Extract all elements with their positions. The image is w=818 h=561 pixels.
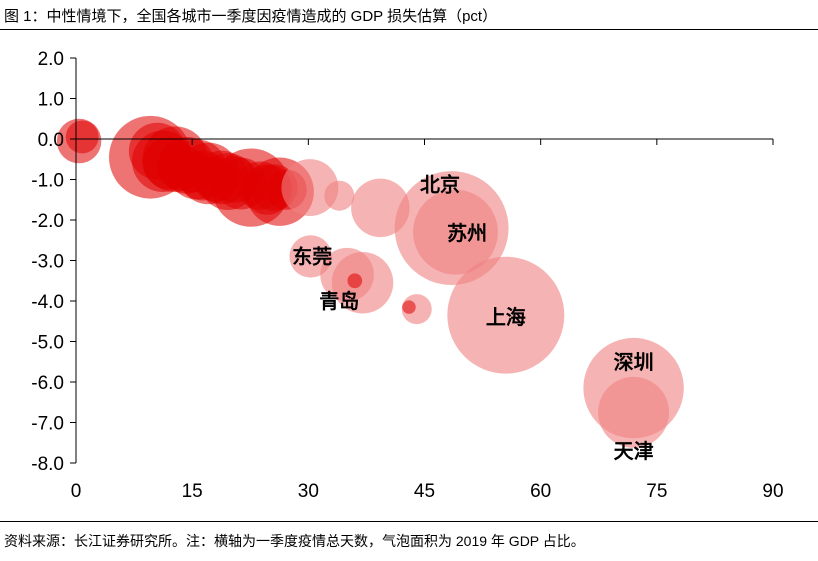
bubble [281, 159, 339, 217]
bubble [413, 189, 498, 275]
city-label: 东莞 [292, 244, 332, 268]
y-tick-label: -4.0 [31, 292, 64, 313]
bubble [324, 180, 355, 211]
city-label: 苏州 [447, 221, 487, 245]
bubble-chart: 2.0 1.0 0.0 -1.0 -2.0 -3.0 -4.0 -5.0 -6.0 -7.0 -8.… [31, 49, 783, 502]
y-tick-label: -6.0 [31, 373, 64, 394]
city-label: 北京 [420, 172, 460, 196]
y-tick-label: 1.0 [38, 90, 64, 111]
x-tick-label: 60 [530, 481, 551, 502]
y-tick-label: 2.0 [38, 49, 64, 70]
y-tick-label: -2.0 [31, 211, 64, 232]
chart-source-note: 资料来源：长江证券研究所。注：横轴为一季度疫情总天数，气泡面积为 2019 年 … [4, 533, 585, 549]
axes-layer: 2.0 1.0 0.0 -1.0 -2.0 -3.0 -4.0 -5.0 -6.0 -7.0 -8.… [31, 49, 783, 502]
bubble [289, 235, 332, 278]
x-tick-label: 75 [646, 481, 667, 502]
x-tick-label: 90 [762, 481, 783, 502]
y-tick-label: -7.0 [31, 414, 64, 435]
city-label: 青岛 [319, 289, 359, 313]
source-divider [0, 521, 818, 522]
bubble [331, 252, 394, 314]
y-tick-label: -8.0 [31, 454, 64, 475]
x-tick-label: 0 [71, 481, 82, 502]
bubble [65, 120, 99, 154]
chart-title: 图 1：中性情境下，全国各城市一季度因疫情造成的 GDP 损失估算（pct） [4, 8, 498, 25]
bubble [598, 376, 670, 448]
city-label: 上海 [486, 305, 526, 329]
x-tick-label: 45 [414, 481, 435, 502]
title-divider [0, 29, 818, 30]
y-tick-label: 0.0 [38, 130, 64, 151]
bubble [402, 300, 416, 314]
x-tick-label: 30 [298, 481, 319, 502]
city-label: 深圳 [614, 350, 654, 374]
bubble [447, 256, 565, 374]
y-tick-label: -1.0 [31, 171, 64, 192]
bubble [347, 273, 363, 289]
y-tick-label: -3.0 [31, 252, 64, 273]
bubble-layer [56, 115, 684, 448]
x-tick-label: 15 [182, 481, 203, 502]
y-tick-label: -5.0 [31, 333, 64, 354]
city-label: 天津 [614, 439, 654, 463]
